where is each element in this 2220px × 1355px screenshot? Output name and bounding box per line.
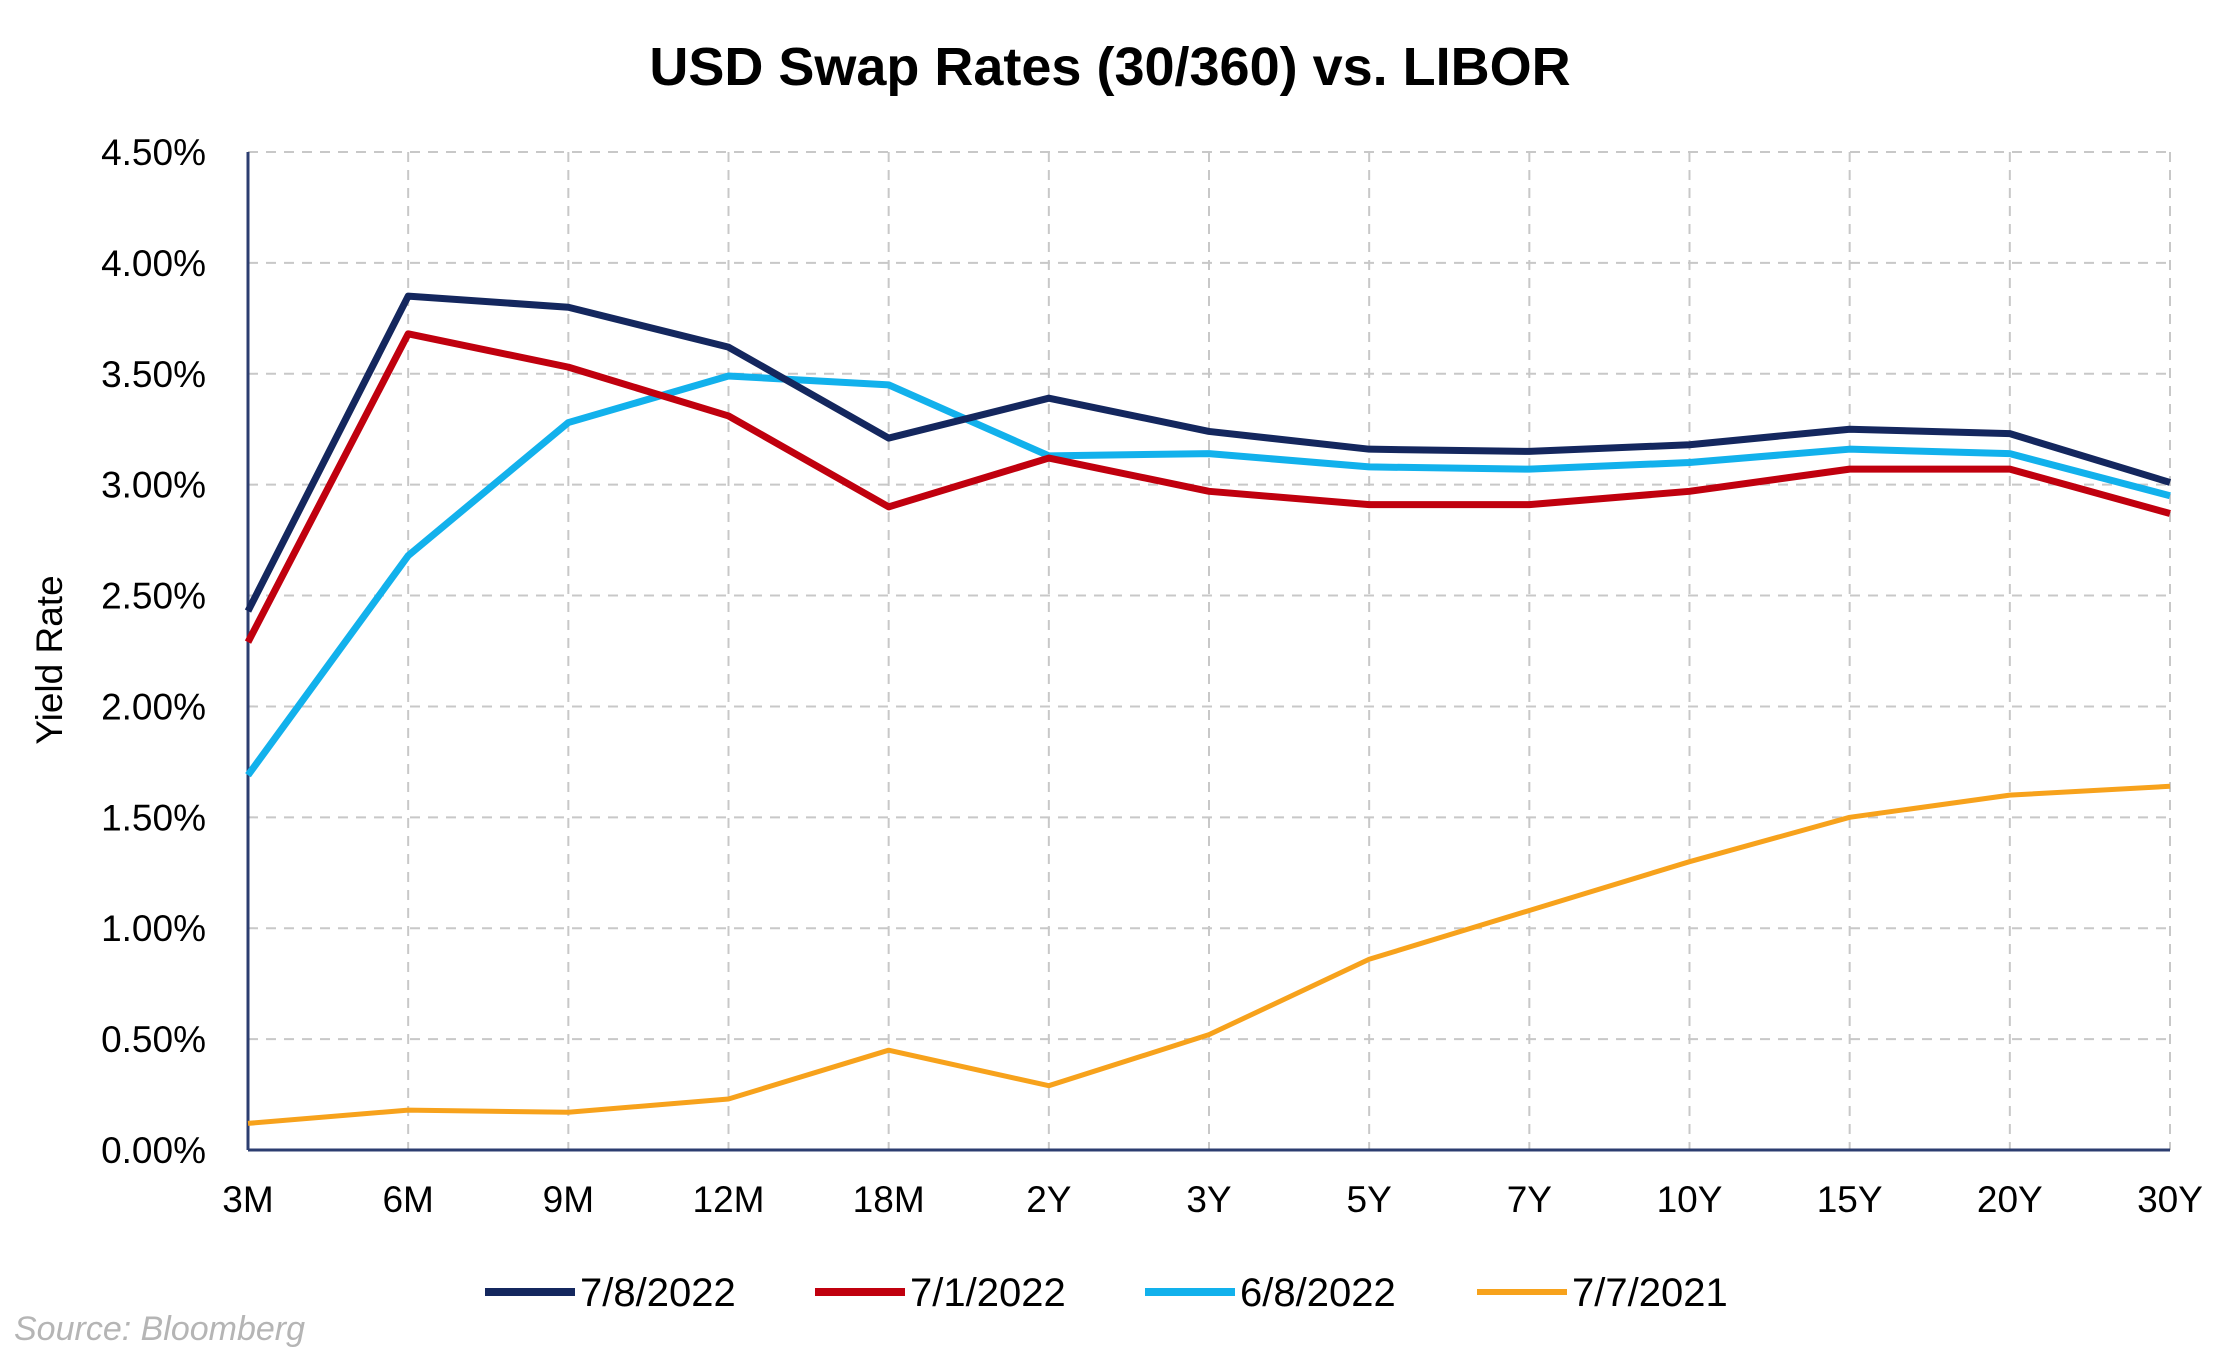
series-lines xyxy=(244,292,2172,1126)
series-line-7-1-2022 xyxy=(244,330,2171,644)
x-tick-label: 9M xyxy=(543,1179,594,1220)
x-tick-label: 7Y xyxy=(1507,1179,1552,1220)
source-note: Source: Bloomberg xyxy=(14,1310,305,1348)
y-tick-label: 3.00% xyxy=(101,465,206,506)
y-tick-label: 1.50% xyxy=(101,797,206,838)
x-tick-label: 6M xyxy=(382,1179,433,1220)
legend-label: 7/8/2022 xyxy=(580,1271,736,1315)
series-line-7-8-2022 xyxy=(244,292,2172,613)
series-line-6-8-2022 xyxy=(245,372,2171,778)
y-tick-label: 2.00% xyxy=(101,686,206,727)
grid-lines xyxy=(248,151,2171,1150)
legend-label: 7/1/2022 xyxy=(910,1271,1066,1315)
y-tick-label: 2.50% xyxy=(101,576,206,617)
x-tick-label: 10Y xyxy=(1657,1179,1723,1220)
x-tick-label: 12M xyxy=(693,1179,765,1220)
legend-item: 7/8/2022 xyxy=(485,1271,736,1315)
chart-title: USD Swap Rates (30/360) vs. LIBOR xyxy=(649,37,1570,97)
y-tick-label: 3.50% xyxy=(101,354,206,395)
legend-item: 7/7/2021 xyxy=(1477,1271,1728,1315)
x-axis-ticks: 3M 6M 9M 12M 18M 2Y 3Y 5Y 7Y 10Y 15Y 20Y 30Y xyxy=(222,1179,2203,1220)
legend: 7/8/2022 7/1/2022 6/8/2022 7/7/2021 xyxy=(485,1271,1728,1315)
legend-item: 6/8/2022 xyxy=(1145,1271,1396,1315)
x-tick-label: 30Y xyxy=(2137,1179,2203,1220)
x-tick-label: 20Y xyxy=(1977,1179,2043,1220)
y-axis-ticks: 0.00% 0.50% 1.00% 1.50% 2.00% 2.50% 3.00% 3.50%… xyxy=(101,132,206,1171)
legend-label: 6/8/2022 xyxy=(1240,1271,1396,1315)
axes xyxy=(246,152,2170,1152)
y-tick-label: 0.00% xyxy=(101,1130,206,1171)
x-tick-label: 5Y xyxy=(1347,1179,1392,1220)
y-tick-label: 4.50% xyxy=(101,132,206,173)
y-axis-label: Yield Rate xyxy=(29,575,70,744)
y-tick-label: 4.00% xyxy=(101,243,206,284)
legend-item: 7/1/2022 xyxy=(815,1271,1066,1315)
y-tick-label: 0.50% xyxy=(101,1019,206,1060)
x-tick-label: 18M xyxy=(853,1179,925,1220)
x-tick-label: 3M xyxy=(222,1179,273,1220)
x-tick-label: 2Y xyxy=(1026,1179,1071,1220)
x-tick-label: 3Y xyxy=(1186,1179,1231,1220)
series-line-7-7-2021 xyxy=(247,783,2171,1126)
legend-label: 7/7/2021 xyxy=(1572,1271,1728,1315)
x-tick-label: 15Y xyxy=(1817,1179,1883,1220)
y-tick-label: 1.00% xyxy=(101,908,206,949)
